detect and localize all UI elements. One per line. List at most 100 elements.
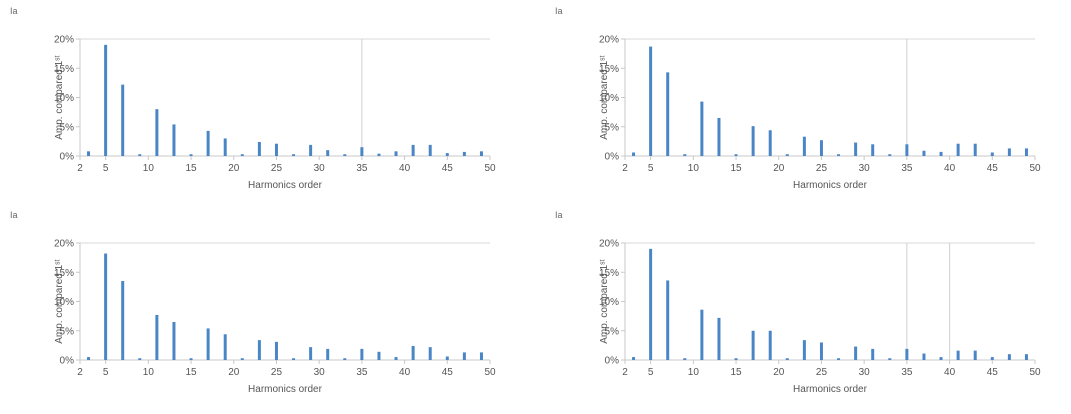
y-tick-label: 20% bbox=[599, 239, 619, 250]
x-tick-label: 5 bbox=[103, 367, 109, 378]
y-tick-label: 0% bbox=[60, 152, 75, 163]
harmonic-bar bbox=[1024, 148, 1028, 156]
harmonic-bar bbox=[445, 356, 449, 360]
harmonic-bar bbox=[871, 144, 875, 156]
x-axis-label: Harmonics order bbox=[793, 384, 868, 395]
harmonic-bar bbox=[172, 321, 176, 360]
x-tick-label: 15 bbox=[730, 367, 742, 378]
y-tick-label: 15% bbox=[54, 268, 74, 279]
harmonic-bar bbox=[223, 334, 227, 360]
harmonic-bar bbox=[990, 357, 994, 360]
harmonic-bar bbox=[888, 358, 892, 360]
harmonic-bar bbox=[206, 328, 210, 360]
x-tick-label: 10 bbox=[143, 367, 155, 378]
harmonic-bar bbox=[343, 154, 347, 156]
harmonic-bar bbox=[751, 330, 755, 360]
harmonic-bar bbox=[939, 151, 943, 156]
harmonic-bar bbox=[939, 357, 943, 360]
harmonic-bar bbox=[837, 358, 841, 360]
harmonic-bar bbox=[802, 340, 806, 360]
y-tick-label: 20% bbox=[54, 239, 74, 250]
harmonic-bar bbox=[206, 130, 210, 156]
harmonic-bar bbox=[411, 345, 415, 360]
x-tick-label: 15 bbox=[185, 163, 197, 174]
harmonic-bar bbox=[768, 130, 772, 156]
harmonic-bar bbox=[87, 151, 91, 156]
y-axis-label: Amp. compared 1ˢᵗ bbox=[599, 259, 610, 344]
harmonic-bar bbox=[394, 151, 398, 156]
harmonic-bar bbox=[138, 154, 142, 156]
x-axis-label: Harmonics order bbox=[248, 180, 323, 191]
harmonic-bar bbox=[973, 350, 977, 360]
y-tick-label: 0% bbox=[60, 356, 75, 367]
x-tick-label: 25 bbox=[816, 367, 828, 378]
harmonic-bar bbox=[274, 143, 278, 156]
x-tick-label: 50 bbox=[484, 367, 496, 378]
harmonic-bar bbox=[326, 348, 330, 360]
harmonic-bar bbox=[257, 340, 261, 360]
x-tick-label: 5 bbox=[648, 367, 654, 378]
harmonic-bar bbox=[377, 153, 381, 156]
harmonic-bar bbox=[905, 348, 909, 360]
y-tick-label: 15% bbox=[54, 64, 74, 75]
harmonic-bar bbox=[666, 72, 670, 156]
chart-svg: 0%5%10%15%20%2 5 10 15 20 25 30 35 40 45 50Harmoni… bbox=[54, 239, 496, 396]
chart-title: Ia bbox=[10, 6, 18, 16]
harmonics-chart-3: Ia 0% 5% 10% 15% 20% 2 5 10 15 20 25 30 35 40 45 50 Harm… bbox=[10, 210, 520, 408]
y-tick-label: 5% bbox=[605, 326, 620, 337]
x-tick-label: 45 bbox=[442, 367, 454, 378]
harmonic-bar bbox=[189, 154, 193, 156]
x-tick-label: 15 bbox=[185, 367, 197, 378]
y-axis-label: Amp. compared 1ˢᵗ bbox=[54, 259, 65, 344]
y-tick-label: 0% bbox=[605, 356, 620, 367]
harmonic-bar bbox=[700, 101, 704, 156]
harmonic-bar bbox=[1007, 354, 1011, 360]
chart-svg: 0%5%10%15%20%2 5 10 15 20 25 30 35 40 45 50Harmoni… bbox=[54, 35, 496, 192]
harmonic-bar bbox=[990, 152, 994, 156]
x-tick-label: 5 bbox=[648, 163, 654, 174]
x-tick-label: 25 bbox=[271, 163, 283, 174]
x-tick-label: 10 bbox=[143, 163, 155, 174]
x-tick-label: 2 bbox=[622, 163, 628, 174]
x-tick-label: 30 bbox=[859, 367, 871, 378]
harmonic-bar bbox=[309, 144, 313, 156]
y-tick-label: 20% bbox=[599, 35, 619, 46]
x-axis-label: Harmonics order bbox=[793, 180, 868, 191]
x-tick-label: 25 bbox=[816, 163, 828, 174]
y-tick-label: 5% bbox=[60, 326, 75, 337]
harmonic-bar bbox=[632, 152, 636, 156]
harmonic-bar bbox=[785, 358, 789, 360]
harmonic-bar bbox=[309, 347, 313, 360]
chart-title: Ia bbox=[555, 6, 563, 16]
harmonic-bar bbox=[274, 341, 278, 360]
y-tick-label: 0% bbox=[605, 152, 620, 163]
harmonic-bar bbox=[956, 143, 960, 156]
harmonic-bar bbox=[666, 280, 670, 360]
x-tick-label: 35 bbox=[901, 163, 913, 174]
harmonic-bar bbox=[819, 140, 823, 156]
harmonic-bar bbox=[479, 352, 483, 360]
harmonic-bar bbox=[411, 144, 415, 156]
x-tick-label: 25 bbox=[271, 367, 283, 378]
x-tick-label: 10 bbox=[688, 367, 700, 378]
x-tick-label: 2 bbox=[622, 367, 628, 378]
x-tick-label: 20 bbox=[773, 163, 785, 174]
harmonic-bar bbox=[240, 358, 244, 360]
harmonic-bar bbox=[360, 147, 364, 156]
chart-svg: 0%5%10%15%20%2 5 10 15 20 25 30 35 40 45 50Harmoni… bbox=[599, 239, 1041, 396]
x-tick-label: 2 bbox=[77, 367, 83, 378]
y-tick-label: 15% bbox=[599, 64, 619, 75]
harmonics-chart-2: Ia 0% 5% 10% 15% 20% 2 5 10 15 20 25 30 35 40 45 50 Harm… bbox=[555, 6, 1065, 204]
x-tick-label: 50 bbox=[1029, 367, 1041, 378]
x-tick-label: 30 bbox=[314, 163, 326, 174]
harmonic-bar bbox=[1024, 354, 1028, 360]
harmonics-chart-4: Ia 0% 5% 10% 15% 20% 2 5 10 15 20 25 30 35 40 45 50 Harm… bbox=[555, 210, 1065, 408]
y-tick-label: 10% bbox=[599, 93, 619, 104]
harmonic-bar bbox=[138, 358, 142, 360]
harmonic-bar bbox=[292, 358, 296, 360]
chart-svg: 0%5%10%15%20%2 5 10 15 20 25 30 35 40 45 50Harmoni… bbox=[599, 35, 1041, 192]
harmonic-bar bbox=[394, 357, 398, 360]
x-tick-label: 40 bbox=[944, 367, 956, 378]
harmonic-bar bbox=[649, 248, 653, 360]
chart-title: Ia bbox=[555, 210, 563, 220]
